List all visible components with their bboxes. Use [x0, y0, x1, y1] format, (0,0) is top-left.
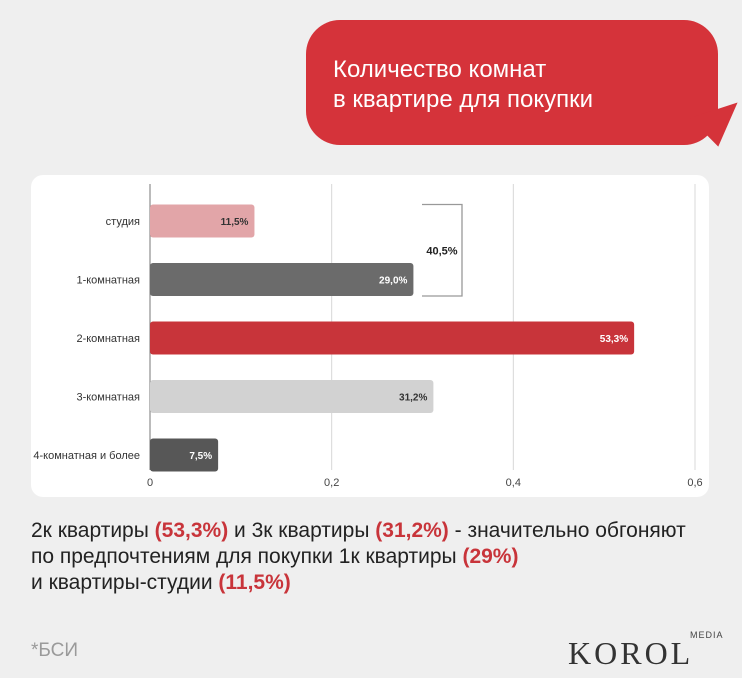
- brand-logo: KOROL: [568, 635, 694, 671]
- caption-highlight: (29%): [462, 545, 519, 568]
- caption-line-3: и квартиры-студии (11,5%): [31, 570, 721, 596]
- x-tick-label: 0,6: [687, 477, 702, 489]
- page-title: Количество комнат в квартире для покупки: [333, 56, 594, 113]
- x-tick-label: 0,2: [324, 477, 339, 489]
- category-label: 3-комнатная: [76, 392, 140, 404]
- bracket: [422, 203, 463, 297]
- caption-highlight: (53,3%): [154, 519, 229, 542]
- category-label: 2-комнатная: [76, 333, 140, 345]
- caption-line-2: по предпочтениям для покупки 1к квартиры…: [31, 544, 721, 570]
- x-tick-label: 0,4: [506, 477, 521, 489]
- category-label: студия: [106, 216, 140, 228]
- data-label: 7,5%: [189, 451, 212, 462]
- bar: [150, 438, 219, 472]
- caption-text: и 3к квартиры: [228, 519, 376, 542]
- category-label: 1-комнатная: [76, 275, 140, 287]
- caption-highlight: (11,5%): [218, 571, 291, 594]
- bracket-label: 40,5%: [426, 245, 457, 257]
- caption-text: 2к квартиры: [31, 519, 155, 542]
- bar: [150, 321, 635, 355]
- bar: [150, 263, 414, 296]
- caption: 2к квартиры (53,3%) и 3к квартиры (31,2%…: [31, 518, 721, 596]
- data-label: 11,5%: [221, 217, 249, 228]
- category-label: 4-комнатная и более: [33, 450, 140, 462]
- brand-logo-sub: MEDIA: [690, 630, 724, 640]
- data-label: 31,2%: [399, 393, 427, 404]
- caption-text: и квартиры-студии: [31, 571, 219, 594]
- data-label: 29,0%: [379, 276, 407, 287]
- bar: [150, 204, 255, 238]
- caption-line-1: 2к квартиры (53,3%) и 3к квартиры (31,2%…: [31, 518, 721, 544]
- caption-text: по предпочтениям для покупки 1к квартиры: [31, 545, 463, 568]
- caption-text: - значительно обгоняют: [448, 519, 686, 542]
- data-label: 53,3%: [600, 334, 628, 345]
- bar: [150, 380, 434, 413]
- source-note: *БСИ: [31, 640, 79, 661]
- caption-highlight: (31,2%): [375, 519, 449, 542]
- title-bubble: [306, 20, 718, 145]
- x-tick-label: 0: [147, 477, 153, 489]
